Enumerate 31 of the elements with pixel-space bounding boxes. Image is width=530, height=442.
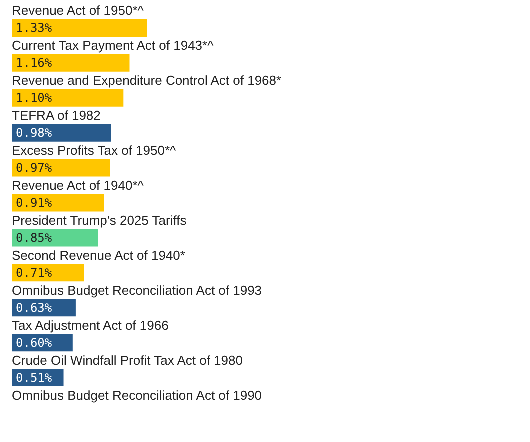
data-label: 0.91% bbox=[16, 196, 53, 210]
y-tick-label: Crude Oil Windfall Profit Tax Act of 1980 bbox=[12, 352, 243, 368]
data-label: 1.10% bbox=[16, 91, 53, 106]
data-label: 0.51% bbox=[16, 370, 53, 385]
bar bbox=[12, 19, 147, 37]
data-label: 0.63% bbox=[16, 300, 53, 315]
data-label: 1.16% bbox=[16, 56, 53, 70]
y-tick-label: Current Tax Payment Act of 1943*^ bbox=[12, 38, 215, 54]
bar bbox=[12, 264, 84, 282]
data-label: 0.97% bbox=[16, 161, 53, 176]
y-tick-label: Second Revenue Act of 1940* bbox=[12, 248, 186, 263]
bar bbox=[12, 194, 104, 212]
y-tick-label: Revenue and Expenditure Control Act of 1968* bbox=[12, 73, 282, 88]
y-tick-label: TEFRA of 1982 bbox=[12, 108, 101, 124]
data-label: 0.85% bbox=[16, 230, 53, 245]
y-tick-label: Revenue Act of 1940*^ bbox=[12, 178, 145, 194]
bar bbox=[12, 54, 130, 72]
data-label: 1.33% bbox=[16, 21, 53, 36]
y-tick-label: Omnibus Budget Reconciliation Act of 1993 bbox=[12, 282, 262, 298]
data-label: 0.60% bbox=[16, 336, 53, 350]
y-tick-label: Omnibus Budget Reconciliation Act of 1990 bbox=[12, 388, 262, 403]
y-tick-label: Tax Adjustment Act of 1966 bbox=[12, 318, 169, 333]
bar bbox=[12, 159, 110, 177]
y-tick-label: Revenue Act of 1950*^ bbox=[12, 3, 145, 18]
y-tick-label: Excess Profits Tax of 1950*^ bbox=[12, 143, 178, 158]
y-tick-label: President Trump's 2025 Tariffs bbox=[12, 212, 188, 228]
bar bbox=[12, 124, 112, 142]
bar bbox=[12, 89, 124, 107]
data-label: 0.71% bbox=[16, 266, 53, 280]
data-label: 0.98% bbox=[16, 126, 53, 140]
bar bbox=[12, 229, 98, 247]
